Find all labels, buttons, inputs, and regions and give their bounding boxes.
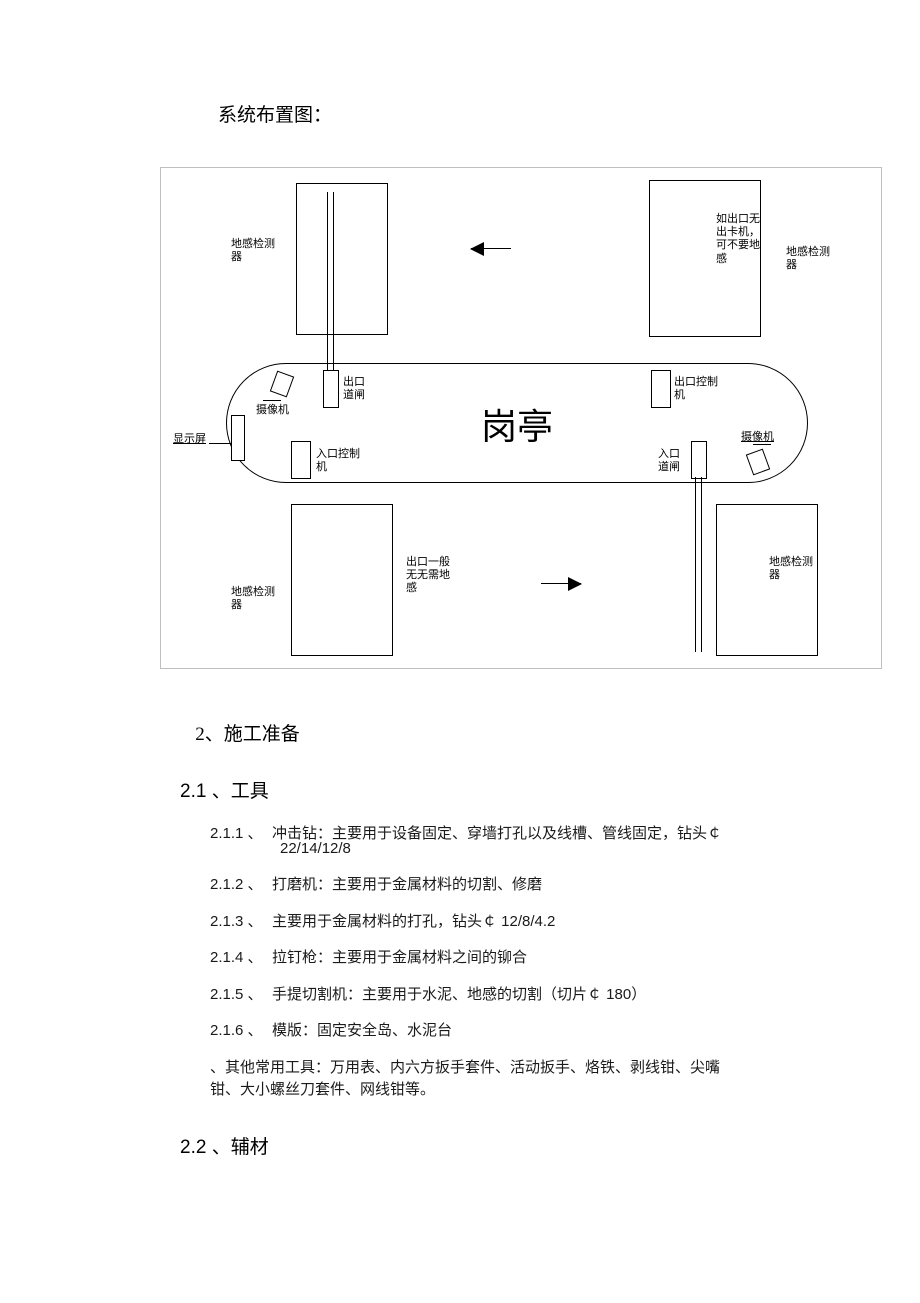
item-text: 打磨机：主要用于金属材料的切割、修磨 bbox=[272, 876, 542, 893]
list-item: 2.1.6 、模版：固定安全岛、水泥台 bbox=[210, 1020, 740, 1043]
display-box bbox=[231, 415, 245, 461]
system-layout-diagram: 地感检测 器 如出口无 出卡机， 可不要地 感 地感检测 器 出口 道闸 摄像机… bbox=[160, 167, 882, 669]
list-item: 2.1.3 、主要用于金属材料的打孔，钻头￠ 12/8/4.2 bbox=[210, 911, 740, 934]
camera-label-r: 摄像机 bbox=[741, 431, 774, 444]
item-text: 主要用于金属材料的打孔，钻头￠ 12/8/4.2 bbox=[272, 913, 555, 930]
sensor-label-br: 地感检测 器 bbox=[769, 556, 813, 582]
exit-gate-label: 出口 道闸 bbox=[343, 376, 365, 402]
section-2-1-heading: 2.1 、工具 bbox=[180, 776, 740, 803]
arrow-right-icon bbox=[541, 583, 581, 584]
display-label: 显示屏 bbox=[173, 433, 206, 446]
entry-ctrl-box bbox=[291, 441, 311, 479]
item-number: 2.1.2 、 bbox=[210, 874, 272, 897]
item-number: 2.1.1 、 bbox=[210, 823, 272, 846]
gate-bar-right2 bbox=[701, 477, 702, 652]
loop-box-tl bbox=[296, 183, 388, 335]
item-number: 2.1.5 、 bbox=[210, 984, 272, 1007]
booth-label: 岗亭 bbox=[481, 398, 553, 450]
document-page: 系统布置图： 地感检测 器 如出口无 出卡机， 可不要地 感 地感检测 器 出口… bbox=[0, 0, 920, 1259]
list-item: 2.1.1 、冲击钻：主要用于设备固定、穿墙打孔以及线槽、管线固定，钻头￠ 22… bbox=[210, 823, 740, 860]
sensor-label-tr: 地感检测 器 bbox=[786, 246, 830, 272]
item-text: 手提切割机：主要用于水泥、地感的切割（切片￠ 180） bbox=[272, 986, 646, 1003]
entry-ctrl-label: 入口控制 机 bbox=[316, 448, 360, 474]
list-item: 2.1.4 、拉钉枪：主要用于金属材料之间的铆合 bbox=[210, 947, 740, 970]
list-item: 2.1.5 、手提切割机：主要用于水泥、地感的切割（切片￠ 180） bbox=[210, 984, 740, 1007]
gate-bar-left bbox=[327, 192, 328, 370]
display-leader bbox=[209, 443, 231, 444]
item-number: 2.1.6 、 bbox=[210, 1020, 272, 1043]
other-tools-text: 、其他常用工具：万用表、内六方扳手套件、活动扳手、烙铁、剥线钳、尖嘴钳、大小螺丝… bbox=[210, 1057, 740, 1102]
camera-leader-l bbox=[263, 400, 281, 401]
entry-gate-box bbox=[691, 441, 707, 479]
item-text: 模版：固定安全岛、水泥台 bbox=[272, 1022, 452, 1039]
exit-ctrl-label: 出口控制 机 bbox=[674, 376, 718, 402]
item-text: 拉钉枪：主要用于金属材料之间的铆合 bbox=[272, 949, 527, 966]
note-label-bl: 出口一般 无无需地 感 bbox=[406, 556, 450, 596]
camera-label-l: 摄像机 bbox=[256, 404, 289, 417]
loop-box-bl bbox=[291, 504, 393, 656]
note-label-tr: 如出口无 出卡机， 可不要地 感 bbox=[716, 213, 760, 266]
diagram-title: 系统布置图： bbox=[180, 100, 740, 127]
item-number: 2.1.3 、 bbox=[210, 911, 272, 934]
item-number: 2.1.4 、 bbox=[210, 947, 272, 970]
list-item: 2.1.2 、打磨机：主要用于金属材料的切割、修磨 bbox=[210, 874, 740, 897]
gate-bar-left2 bbox=[333, 192, 334, 370]
gate-bar-right bbox=[695, 477, 696, 652]
section-2-2-heading: 2.2 、辅材 bbox=[180, 1132, 740, 1159]
exit-ctrl-box bbox=[651, 370, 671, 408]
tool-list: 2.1.1 、冲击钻：主要用于设备固定、穿墙打孔以及线槽、管线固定，钻头￠ 22… bbox=[210, 823, 740, 1102]
camera-leader-r bbox=[753, 444, 771, 445]
exit-gate-box bbox=[323, 370, 339, 408]
sensor-label-bl: 地感检测 器 bbox=[231, 586, 275, 612]
arrow-left-icon bbox=[471, 248, 511, 249]
entry-gate-label: 入口 道闸 bbox=[658, 448, 680, 474]
sensor-label-tl: 地感检测 器 bbox=[231, 238, 275, 264]
section-2-heading: 2、施工准备 bbox=[180, 719, 740, 746]
